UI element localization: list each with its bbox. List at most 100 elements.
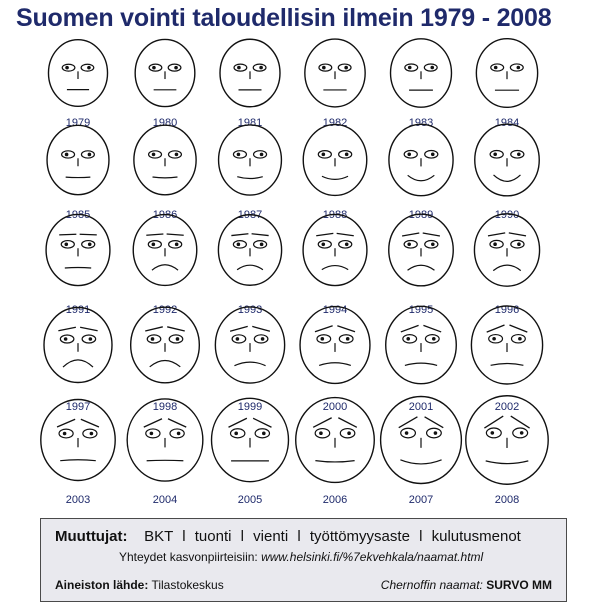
pupil bbox=[87, 152, 92, 157]
eyebrow bbox=[314, 325, 333, 333]
eyebrow bbox=[312, 417, 332, 428]
eye bbox=[512, 427, 529, 439]
face-outline bbox=[134, 38, 196, 108]
face-outline bbox=[470, 305, 544, 385]
variable-consumption: kulutusmenot bbox=[431, 528, 521, 545]
eye bbox=[403, 239, 418, 249]
eyebrow bbox=[229, 325, 248, 332]
mouth bbox=[321, 264, 349, 271]
mouth bbox=[493, 174, 521, 182]
year-label: 1994 bbox=[323, 304, 347, 316]
pupil bbox=[259, 152, 264, 157]
eye bbox=[80, 150, 95, 159]
year-label: 1989 bbox=[409, 209, 433, 221]
year-label: 1981 bbox=[238, 117, 262, 129]
pupil bbox=[87, 242, 92, 247]
pupil bbox=[259, 65, 263, 70]
eye bbox=[510, 149, 525, 159]
pupil bbox=[321, 242, 326, 247]
eyebrow bbox=[252, 325, 271, 332]
year-label: 1980 bbox=[153, 117, 177, 129]
mouth bbox=[318, 362, 352, 367]
eye bbox=[231, 334, 247, 344]
eye bbox=[338, 334, 354, 344]
link-line: Yhteydet kasvonpiirteisiin: www.helsinki… bbox=[119, 550, 483, 564]
pupil bbox=[517, 242, 521, 247]
face-2003: 2003 bbox=[40, 398, 116, 506]
chernoff-value: SURVO MM bbox=[486, 578, 552, 592]
pupil bbox=[236, 152, 241, 157]
pupil bbox=[174, 152, 179, 157]
eye bbox=[510, 239, 525, 249]
face-2001: 2001 bbox=[385, 305, 457, 413]
face-outline bbox=[379, 395, 463, 485]
eye bbox=[485, 427, 502, 439]
year-label: 2003 bbox=[66, 494, 90, 506]
year-label: 2002 bbox=[495, 401, 519, 413]
info-box: Muuttujat: BKT l tuonti l vienti l tyött… bbox=[40, 518, 567, 602]
pupil bbox=[431, 337, 436, 341]
pupil bbox=[262, 431, 266, 436]
eye bbox=[59, 334, 75, 344]
mouth bbox=[152, 176, 178, 179]
eyebrow bbox=[146, 233, 164, 236]
face-2007: 2007 bbox=[379, 395, 463, 506]
mouth bbox=[315, 460, 355, 463]
face-outline bbox=[304, 38, 366, 108]
pupil bbox=[236, 242, 241, 247]
eye bbox=[81, 334, 97, 344]
mouth bbox=[62, 359, 94, 368]
face-outline bbox=[219, 38, 281, 108]
eye bbox=[338, 150, 353, 159]
mouth bbox=[151, 264, 179, 271]
eye bbox=[424, 239, 439, 249]
eye bbox=[232, 240, 248, 249]
face-1983: 1983 bbox=[389, 38, 453, 129]
eyebrow bbox=[145, 326, 163, 332]
mouth bbox=[407, 264, 435, 271]
face-1998: 1998 bbox=[129, 306, 201, 413]
face-outline bbox=[295, 396, 375, 484]
face-outline bbox=[385, 305, 457, 385]
face-1991: 1991 bbox=[45, 213, 111, 316]
face-outline bbox=[465, 395, 549, 485]
mouth bbox=[236, 264, 264, 271]
chernoff-faces-grid: 1979 1980 1981 1982 1983 1984 1985 1986 1987 1988… bbox=[40, 37, 549, 506]
pupil bbox=[433, 431, 438, 435]
eyebrow bbox=[508, 232, 527, 237]
face-1997: 1997 bbox=[43, 306, 113, 413]
year-label: 1984 bbox=[495, 117, 519, 129]
eye bbox=[423, 63, 438, 72]
pupil bbox=[517, 152, 521, 157]
chernoff-label: Chernoffin naamat: bbox=[380, 578, 483, 592]
variables-line: Muuttujat: BKT l tuonti l vienti l tyött… bbox=[55, 528, 521, 545]
face-2005: 2005 bbox=[210, 397, 290, 506]
eyebrow bbox=[143, 418, 163, 428]
pupil bbox=[320, 337, 325, 341]
face-1990: 1990 bbox=[474, 123, 540, 221]
eye bbox=[509, 63, 524, 72]
mouth bbox=[485, 460, 529, 465]
face-outline bbox=[133, 124, 197, 196]
eye bbox=[317, 239, 332, 249]
eyebrow bbox=[336, 232, 354, 237]
face-outline bbox=[126, 398, 204, 482]
face-outline bbox=[475, 37, 539, 109]
face-1985: 1985 bbox=[46, 124, 110, 221]
eye bbox=[316, 334, 332, 344]
link-url[interactable]: www.helsinki.fi/%7ekvehkala/naamat.html bbox=[261, 550, 484, 564]
eye bbox=[252, 63, 267, 72]
eyebrow bbox=[486, 324, 505, 333]
face-1980: 1980 bbox=[134, 38, 196, 129]
mouth bbox=[492, 264, 522, 272]
pupil bbox=[344, 242, 349, 247]
pupil bbox=[407, 242, 411, 247]
eyebrow bbox=[80, 418, 100, 428]
eyebrow bbox=[400, 324, 419, 333]
face-outline bbox=[474, 123, 540, 197]
pupil bbox=[259, 242, 264, 247]
face-outline bbox=[132, 213, 198, 287]
eye bbox=[489, 239, 504, 249]
eye bbox=[147, 150, 163, 159]
face-2008: 2008 bbox=[465, 395, 549, 506]
